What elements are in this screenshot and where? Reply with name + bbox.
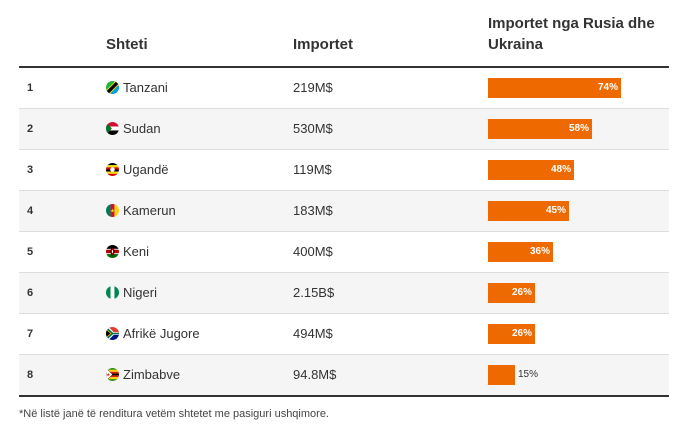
nigeria-flag-icon	[106, 286, 119, 299]
column-header-country: Shteti	[106, 36, 148, 53]
share-cell: 26%	[488, 324, 668, 344]
imports-cell: 530M$	[293, 121, 333, 136]
share-bar	[488, 242, 553, 262]
table-row: 5 Keni 400M$ 36%	[19, 232, 669, 273]
rank-cell: 5	[27, 246, 34, 258]
share-bar-label: 58%	[568, 123, 589, 134]
rank-cell: 8	[27, 369, 34, 381]
share-bar-label: 74%	[597, 82, 618, 93]
table-body: 1 Tanzani 219M$ 74% 2 Sudan 530M$ 58% 3 Ugandë 119…	[19, 68, 669, 397]
column-header-share: Importet nga Rusia dhe Ukraina	[488, 15, 655, 53]
imports-cell: 494M$	[293, 326, 333, 341]
sudan-flag-icon	[106, 122, 119, 135]
imports-cell: 219M$	[293, 80, 333, 95]
column-header-imports: Importet	[293, 36, 353, 53]
imports-cell: 183M$	[293, 203, 333, 218]
table-row: 3 Ugandë 119M$ 48%	[19, 150, 669, 191]
table-row: 1 Tanzani 219M$ 74%	[19, 68, 669, 109]
share-cell: 45%	[488, 201, 668, 221]
share-cell: 36%	[488, 242, 668, 262]
table-row: 6 Nigeri 2.15B$ 26%	[19, 273, 669, 314]
table-row: 7 Afrikë Jugore 494M$ 26%	[19, 314, 669, 355]
share-bar-label: 26%	[511, 328, 532, 339]
rank-cell: 7	[27, 328, 34, 340]
country-cell: Zimbabve	[123, 367, 181, 382]
imports-cell: 94.8M$	[293, 367, 337, 382]
share-cell: 26%	[488, 283, 668, 303]
share-bar-label: 36%	[529, 246, 550, 257]
imports-cell: 400M$	[293, 244, 333, 259]
share-bar	[488, 160, 574, 180]
share-bar	[488, 119, 592, 139]
share-bar-label: 48%	[550, 164, 571, 175]
uganda-flag-icon	[106, 163, 119, 176]
rank-cell: 1	[27, 82, 34, 94]
share-bar-label: 15%	[518, 369, 539, 380]
share-bar	[488, 201, 569, 221]
imports-cell: 2.15B$	[293, 285, 335, 300]
share-bar	[488, 324, 535, 344]
imports-cell: 119M$	[293, 162, 332, 177]
zimbabwe-flag-icon	[106, 368, 119, 381]
country-cell: Sudan	[123, 121, 161, 136]
rank-cell: 4	[27, 205, 34, 217]
share-bar-label: 45%	[545, 205, 566, 216]
tanzania-flag-icon	[106, 81, 119, 94]
kenya-flag-icon	[106, 245, 119, 258]
country-cell: Nigeri	[123, 285, 157, 300]
rank-cell: 3	[27, 164, 34, 176]
country-cell: Afrikë Jugore	[123, 326, 200, 341]
rank-cell: 2	[27, 123, 34, 135]
share-cell: 74%	[488, 78, 668, 98]
footnote: *Në listë janë të renditura vetëm shtete…	[19, 408, 329, 420]
share-cell: 15%	[488, 365, 668, 385]
country-cell: Ugandë	[123, 162, 169, 177]
share-bar	[488, 283, 535, 303]
share-cell: 48%	[488, 160, 668, 180]
table-row: 2 Sudan 530M$ 58%	[19, 109, 669, 150]
rank-cell: 6	[27, 287, 34, 299]
table-row: 8 Zimbabve 94.8M$ 15%	[19, 355, 669, 397]
imports-table: Shteti Importet Importet nga Rusia dhe U…	[19, 0, 669, 397]
cameroon-flag-icon	[106, 204, 119, 217]
table-header: Shteti Importet Importet nga Rusia dhe U…	[19, 0, 669, 68]
country-cell: Keni	[123, 244, 150, 259]
south-africa-flag-icon	[106, 327, 119, 340]
table-row: 4 Kamerun 183M$ 45%	[19, 191, 669, 232]
share-bar	[488, 78, 621, 98]
country-cell: Tanzani	[123, 80, 168, 95]
share-bar-label: 26%	[511, 287, 532, 298]
share-cell: 58%	[488, 119, 668, 139]
country-cell: Kamerun	[123, 203, 176, 218]
share-bar	[488, 365, 515, 385]
